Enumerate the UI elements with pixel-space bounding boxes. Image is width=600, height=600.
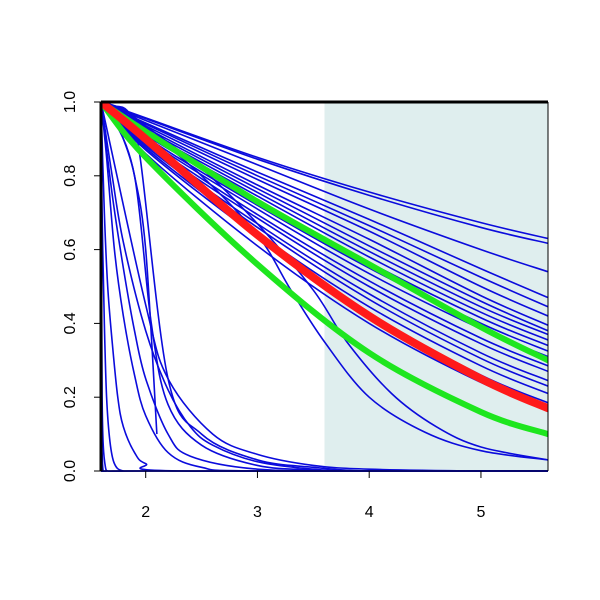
x-tick-label-2: 2 [141,504,150,521]
x-tick-label-3: 3 [253,504,262,521]
x-tick-label-4: 4 [365,504,374,521]
x-tick-label-5: 5 [476,504,485,521]
series-line-2 [101,101,548,245]
band-line-2 [101,101,548,438]
band-lines [101,101,548,438]
series-line-22 [101,101,548,461]
y-tick-label-1: 0.2 [62,386,79,408]
x-axis-ticks: 2 3 4 5 [141,471,485,521]
series-line-5 [101,101,548,308]
y-tick-label-3: 0.6 [62,238,79,260]
y-tick-label-2: 0.4 [62,312,79,334]
series-line-17 [101,101,548,387]
series-line-16 [101,101,548,382]
axes [99,100,549,472]
y-tick-label-0: 0.0 [62,460,79,482]
band-line-1 [101,101,548,364]
series-line-18 [101,101,548,395]
series-line-4 [101,101,548,299]
mean-line [101,101,548,413]
series-line-3 [101,101,548,273]
shaded-region-rect [324,102,548,471]
y-tick-label-4: 0.8 [62,165,79,187]
mean-line-path [101,101,548,413]
y-axis-ticks: 0.0 0.2 0.4 0.6 0.8 1.0 [62,91,101,482]
shaded-region [324,102,548,471]
y-tick-label-5: 1.0 [62,91,79,113]
